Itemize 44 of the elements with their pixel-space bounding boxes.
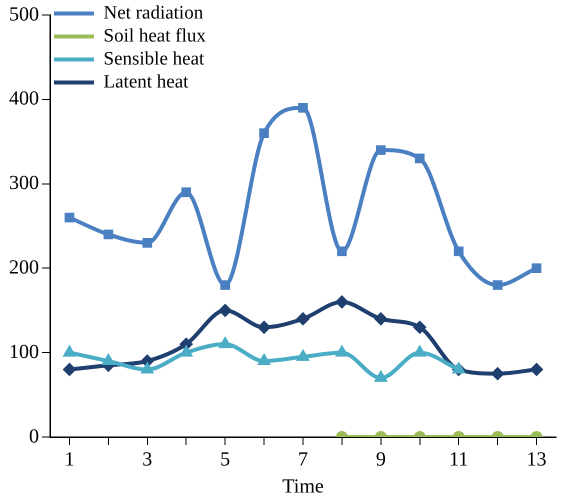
y-tick-label: 100 xyxy=(9,340,39,363)
x-axis-title: Time xyxy=(282,475,324,498)
point xyxy=(492,368,504,380)
point xyxy=(63,363,76,376)
legend-label: Soil heat flux xyxy=(104,25,206,46)
point xyxy=(337,246,347,256)
y-tick-label: 200 xyxy=(9,256,39,278)
point xyxy=(298,103,308,113)
point xyxy=(298,350,308,361)
legend-label: Net radiation xyxy=(104,2,204,24)
y-tick-label: 300 xyxy=(9,172,39,194)
point xyxy=(297,312,309,325)
x-tick-label: 9 xyxy=(376,448,386,470)
point xyxy=(532,263,542,274)
x-tick-label: 13 xyxy=(526,448,547,470)
point xyxy=(454,246,464,256)
point xyxy=(336,296,348,308)
point xyxy=(492,280,502,290)
point xyxy=(220,280,230,290)
point xyxy=(258,321,270,334)
point xyxy=(376,145,386,155)
point xyxy=(142,238,152,248)
point xyxy=(414,154,425,164)
x-tick-label: 7 xyxy=(298,448,308,470)
point xyxy=(104,230,114,240)
point xyxy=(181,187,192,198)
point xyxy=(142,363,153,374)
point xyxy=(414,321,426,334)
y-tick-label: 0 xyxy=(29,425,39,448)
x-tick-label: 5 xyxy=(220,448,230,470)
x-tick-label: 11 xyxy=(449,448,468,470)
y-tick-label: 400 xyxy=(9,88,39,110)
y-tick-label: 500 xyxy=(9,3,39,26)
point xyxy=(180,338,192,350)
x-tick-label: 1 xyxy=(64,448,74,470)
legend-label: Latent heat xyxy=(104,71,190,92)
point xyxy=(453,363,464,374)
point xyxy=(530,363,543,376)
point xyxy=(219,304,232,316)
x-tick-label: 3 xyxy=(142,448,152,470)
legend-label: Sensible heat xyxy=(104,48,205,70)
point xyxy=(64,212,74,222)
point xyxy=(374,312,387,325)
point xyxy=(259,128,269,138)
